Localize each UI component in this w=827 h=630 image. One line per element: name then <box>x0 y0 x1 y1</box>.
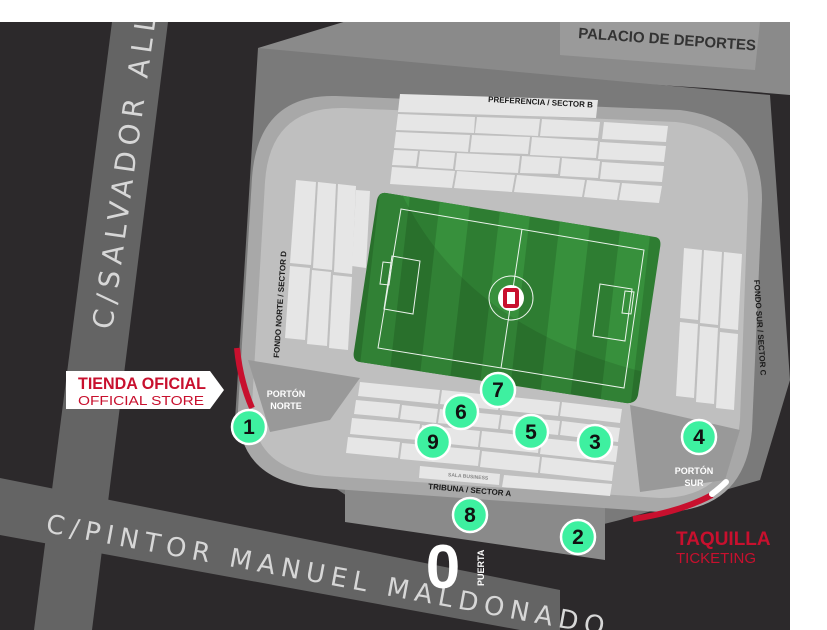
tienda-subtitle: OFFICIAL STORE <box>78 393 204 408</box>
pitch-lines <box>377 208 645 389</box>
puerta-label: PUERTA <box>476 549 486 586</box>
tienda-sign-background <box>66 371 224 409</box>
porton-sur-label-line2: SUR <box>684 478 704 488</box>
entrance-marker-4[interactable]: 4 <box>680 418 718 456</box>
taquilla-subtitle: TICKETING <box>676 550 756 567</box>
entrance-marker-5[interactable]: 5 <box>512 413 550 451</box>
entrance-marker-8[interactable]: 8 <box>451 496 489 534</box>
entrance-marker-9[interactable]: 9 <box>414 423 452 461</box>
entrance-marker-2[interactable]: 2 <box>559 518 597 556</box>
fondo-norte-stand <box>285 180 370 350</box>
sala-business-label: SALA BUSINESS <box>448 472 489 482</box>
tienda-red-arc <box>234 347 255 410</box>
marker-number: 4 <box>693 426 705 449</box>
marker-number: 9 <box>427 431 439 454</box>
tienda-oficial-sign[interactable]: TIENDA OFICIAL OFFICIAL STORE <box>66 371 224 409</box>
marker-number: 5 <box>525 421 537 444</box>
porton-sur-door-icon <box>709 479 729 497</box>
taquilla-title: TAQUILLA <box>676 529 771 550</box>
porton-norte-label-line1: PORTÓN <box>267 388 306 399</box>
entrance-marker-1[interactable]: 1 <box>230 408 268 446</box>
club-crest-icon <box>498 285 524 311</box>
pitch-shadow <box>353 192 661 404</box>
street-pintor-manuel-maldonado <box>0 478 560 630</box>
entrance-marker-6[interactable]: 6 <box>442 393 480 431</box>
entrance-marker-3[interactable]: 3 <box>576 423 614 461</box>
marker-number: 3 <box>589 431 601 454</box>
porton-sur-label-line1: PORTÓN <box>675 465 714 476</box>
tienda-title: TIENDA OFICIAL <box>78 374 206 393</box>
palacio-deportes-block <box>560 22 760 70</box>
taquilla-red-arc <box>632 492 714 522</box>
porton-norte-label-line2: NORTE <box>270 401 302 411</box>
marker-number: 6 <box>455 401 467 424</box>
puerta-number: 0 <box>426 533 460 602</box>
marker-number: 8 <box>464 504 476 527</box>
marker-number: 2 <box>572 526 584 549</box>
fondo-sur-stand <box>676 248 742 410</box>
street-salvador-allende <box>34 22 168 630</box>
porton-norte-area <box>248 360 360 432</box>
entrance-marker-7[interactable]: 7 <box>479 371 517 409</box>
taquilla-sign[interactable]: TAQUILLA TICKETING <box>676 529 771 567</box>
marker-number: 7 <box>492 379 504 402</box>
preferencia-stand <box>390 94 668 203</box>
marker-number: 1 <box>243 416 255 439</box>
